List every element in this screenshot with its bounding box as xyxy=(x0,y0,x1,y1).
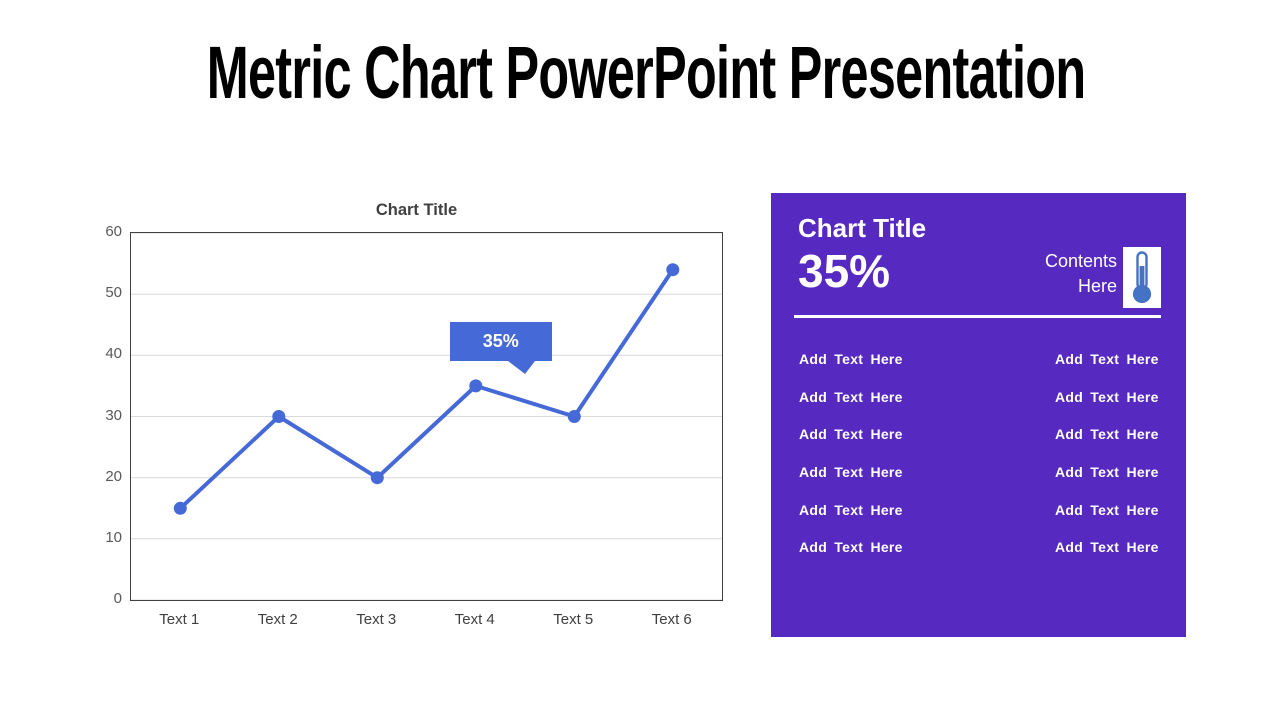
add-text-placeholder[interactable]: Add Text Here xyxy=(1055,350,1159,367)
add-text-placeholder[interactable]: Add Text Here xyxy=(1055,388,1159,405)
thermometer-glyph xyxy=(1132,251,1152,304)
add-text-placeholder[interactable]: Add Text Here xyxy=(799,501,903,518)
add-text-placeholder[interactable]: Add Text Here xyxy=(1055,426,1159,443)
data-callout: 35% xyxy=(449,321,552,374)
y-tick-label: 50 xyxy=(105,284,122,302)
metric-panel: Chart Title 35% Contents Here Add Text H… xyxy=(771,193,1186,637)
x-axis-label: Text 1 xyxy=(159,611,200,628)
placeholder-list-left: Add Text Here Add Text Here Add Text Here A… xyxy=(799,340,979,566)
y-tick-label: 40 xyxy=(105,345,122,363)
add-text-placeholder[interactable]: Add Text Here xyxy=(799,388,903,405)
y-tick-label: 60 xyxy=(105,223,122,240)
contents-label: Contents Here xyxy=(1044,251,1117,296)
panel-divider xyxy=(794,315,1161,318)
thermometer-icon xyxy=(1123,247,1161,308)
y-tick-label: 20 xyxy=(105,467,122,485)
y-tick-label: 0 xyxy=(113,590,122,607)
add-text-placeholder[interactable]: Add Text Here xyxy=(1055,539,1159,556)
callout-tail xyxy=(507,360,535,374)
slide-title-text: Metric Chart PowerPoint Presentation xyxy=(206,31,1086,114)
chart-title: Chart Title xyxy=(375,201,458,219)
x-axis-label: Text 2 xyxy=(257,611,298,628)
add-text-placeholder[interactable]: Add Text Here xyxy=(1055,501,1159,518)
panel-percentage: 35% xyxy=(798,245,891,297)
x-axis-label: Text 3 xyxy=(356,611,397,628)
data-callout-label: 35% xyxy=(482,330,519,351)
add-text-placeholder[interactable]: Add Text Here xyxy=(799,350,903,367)
line-chart xyxy=(131,233,722,600)
add-text-placeholder[interactable]: Add Text Here xyxy=(799,426,903,443)
plot-area xyxy=(130,232,723,601)
add-text-placeholder[interactable]: Add Text Here xyxy=(799,463,903,480)
y-tick-label: 30 xyxy=(105,406,122,424)
x-axis-label: Text 5 xyxy=(553,611,594,628)
x-axis-label: Text 6 xyxy=(651,611,692,628)
panel-title: Chart Title xyxy=(798,213,927,243)
y-tick-label: 10 xyxy=(105,528,122,546)
slide-title: Metric Chart PowerPoint Presentation xyxy=(0,36,1280,110)
x-axis-label: Text 4 xyxy=(454,611,495,628)
add-text-placeholder[interactable]: Add Text Here xyxy=(799,539,903,556)
add-text-placeholder[interactable]: Add Text Here xyxy=(1055,463,1159,480)
placeholder-list-right: Add Text Here Add Text Here Add Text Here A… xyxy=(1055,340,1235,566)
